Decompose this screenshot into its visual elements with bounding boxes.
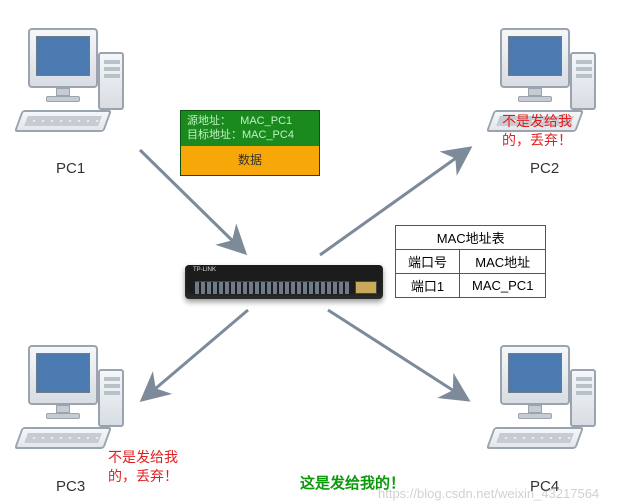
pc2-label: PC2 [530, 160, 559, 177]
mac-table-title: MAC地址表 [396, 226, 546, 250]
monitor-icon [500, 345, 570, 405]
pc1 [18, 28, 128, 138]
pc3-label: PC3 [56, 478, 85, 495]
packet-header: 源地址： MAC_PC1 目标地址：MAC_PC4 [181, 111, 319, 146]
mac-table-row1-mac: MAC_PC1 [460, 274, 546, 298]
packet: 源地址： MAC_PC1 目标地址：MAC_PC4 数据 [180, 110, 320, 176]
tower-icon [570, 52, 596, 110]
switch-brand: TP-LINK [193, 267, 216, 273]
pc4 [490, 345, 600, 455]
keyboard-icon [486, 427, 584, 449]
pc2-note: 不是发给我 的，丢弃！ [502, 112, 572, 150]
mac-table-row1-port: 端口1 [396, 274, 460, 298]
packet-data: 数据 [181, 146, 319, 176]
monitor-icon [28, 345, 98, 405]
mac-table-col1: 端口号 [396, 250, 460, 274]
tower-icon [98, 369, 124, 427]
keyboard-icon [14, 110, 112, 132]
switch-uplink-icon [355, 281, 377, 294]
mac-table-col2: MAC地址 [460, 250, 546, 274]
keyboard-icon [14, 427, 112, 449]
packet-dst: 目标地址：MAC_PC4 [187, 129, 294, 141]
tower-icon [98, 52, 124, 110]
pc3 [18, 345, 128, 455]
pc3-note: 不是发给我 的，丢弃！ [108, 448, 178, 486]
switch-ports-icon [195, 281, 349, 294]
packet-src: 源地址： MAC_PC1 [187, 115, 292, 127]
mac-address-table: MAC地址表 端口号 MAC地址 端口1 MAC_PC1 [395, 225, 546, 298]
monitor-icon [28, 28, 98, 88]
tower-icon [570, 369, 596, 427]
pc1-label: PC1 [56, 160, 85, 177]
monitor-icon [500, 28, 570, 88]
network-switch: TP-LINK [185, 265, 383, 299]
watermark: https://blog.csdn.net/weixin_43217564 [378, 486, 599, 501]
